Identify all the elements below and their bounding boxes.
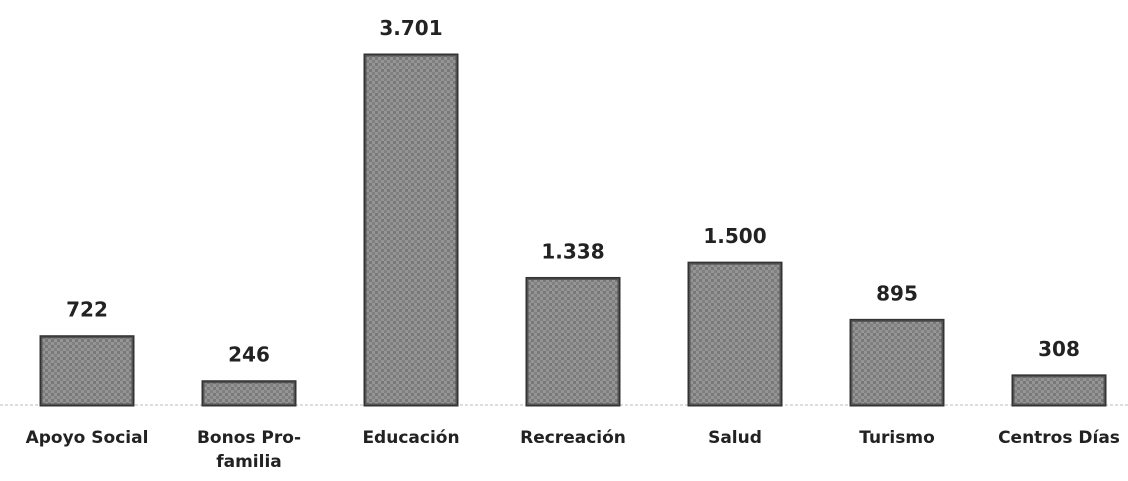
bar — [849, 318, 945, 407]
value-label: 246 — [228, 343, 270, 367]
bar — [39, 335, 135, 407]
value-label: 308 — [1038, 337, 1080, 361]
bar-tint — [41, 336, 133, 405]
bar — [1011, 374, 1107, 407]
category-label: Turismo — [859, 428, 935, 448]
bar-tint — [1013, 375, 1105, 405]
value-label: 895 — [876, 281, 918, 305]
category-label: Bonos Pro-familia — [196, 428, 302, 472]
category-label: Salud — [708, 428, 762, 448]
bar — [525, 276, 621, 407]
value-label: 1.500 — [703, 224, 766, 248]
bar-tint — [689, 263, 781, 405]
bar-tint — [527, 278, 619, 405]
bar-tint — [365, 55, 457, 405]
bar-tint — [203, 381, 295, 405]
bar — [201, 380, 297, 407]
value-label: 3.701 — [379, 16, 442, 40]
category-label: Recreación — [520, 428, 626, 448]
category-label: Apoyo Social — [25, 428, 149, 448]
value-label: 1.338 — [541, 239, 604, 263]
category-label: Educación — [362, 428, 460, 448]
bar — [687, 261, 783, 407]
category-label: Centros Días — [998, 428, 1120, 448]
bar — [363, 53, 459, 407]
value-label: 722 — [66, 298, 108, 322]
bar-tint — [851, 320, 943, 405]
